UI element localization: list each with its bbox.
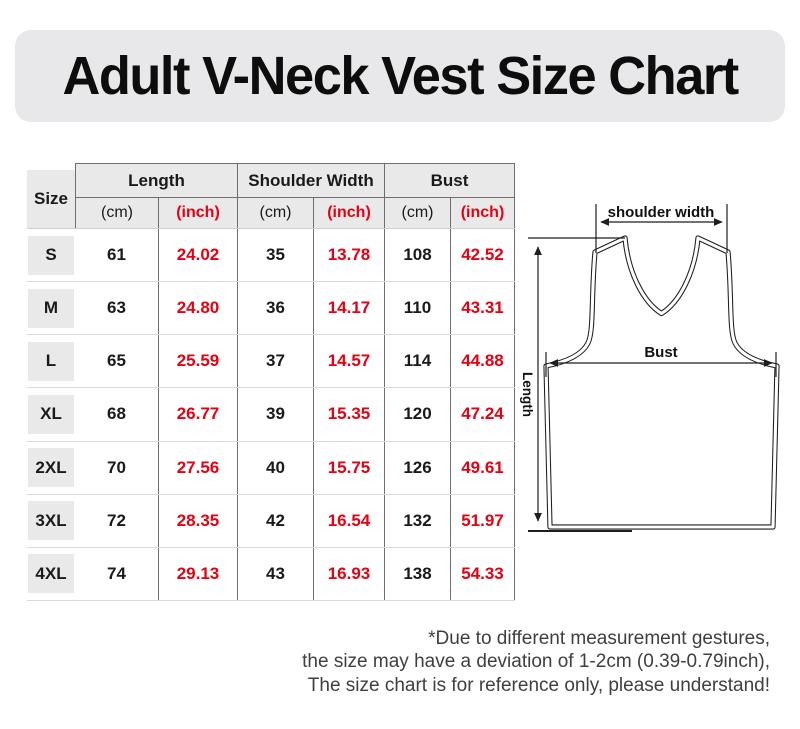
unit-header-cm: (cm) [384, 198, 450, 228]
value-inch-cell: 14.57 [313, 335, 384, 388]
value-cm-cell: 40 [237, 441, 313, 494]
size-corner-cell: Size [27, 170, 75, 228]
size-label: 4XL [28, 554, 74, 594]
bust-measure [545, 352, 777, 377]
value-inch-cell: 49.61 [450, 441, 515, 494]
disclaimer-note: *Due to different measurement gestures, … [170, 627, 770, 697]
size-label-cell: S [27, 229, 75, 281]
unit-header-cm: (cm) [75, 198, 158, 228]
page-title: Adult V-Neck Vest Size Chart [62, 46, 739, 106]
group-header-bust: Bust [384, 164, 515, 197]
value-cm-cell: 43 [237, 547, 313, 600]
value-inch-cell: 54.33 [450, 547, 515, 600]
value-inch-cell: 51.97 [450, 494, 515, 547]
value-inch-cell: 15.35 [313, 388, 384, 441]
value-inch-cell: 28.35 [158, 494, 237, 547]
size-label: 2XL [28, 448, 74, 488]
value-inch-cell: 24.80 [158, 282, 237, 335]
group-header-row: Length Shoulder Width Bust [75, 163, 515, 198]
value-cm-cell: 65 [107, 351, 126, 371]
length-measure [528, 237, 632, 532]
value-cm-cell: 74 [107, 563, 126, 583]
table-row: L 65 25.59 37 14.57 114 44.88 [27, 335, 515, 389]
value-cm-cell: 42 [237, 494, 313, 547]
value-inch-cell: 16.93 [313, 547, 384, 600]
size-label: 3XL [28, 501, 74, 541]
value-cm-cell: 37 [237, 335, 313, 388]
group-header-shoulder-width: Shoulder Width [237, 164, 384, 197]
value-cm-cell: 68 [107, 404, 126, 424]
unit-header-cm: (cm) [237, 198, 313, 228]
value-cm-cell: 110 [384, 282, 450, 335]
size-label: S [28, 235, 74, 275]
shoulder-width-label: shoulder width [608, 204, 715, 221]
table-row: M 63 24.80 36 14.17 110 43.31 [27, 282, 515, 336]
disclaimer-line: The size chart is for reference only, pl… [307, 674, 770, 696]
value-cm-cell: 61 [107, 245, 126, 265]
value-cm-cell: 108 [384, 229, 450, 282]
value-inch-cell: 26.77 [158, 388, 237, 441]
disclaimer-line: *Due to different measurement gestures, [428, 628, 770, 649]
value-inch-cell: 25.59 [158, 335, 237, 388]
unit-header-inch: (inch) [450, 198, 515, 228]
bust-label: Bust [644, 344, 677, 361]
unit-header-inch: (inch) [313, 198, 384, 228]
shoulder-width-measure [595, 204, 728, 253]
value-inch-cell: 43.31 [450, 282, 515, 335]
value-cm-cell: 114 [384, 335, 450, 388]
size-label-cell: 2XL [27, 442, 75, 494]
value-cm-cell: 132 [384, 494, 450, 547]
group-header-length: Length [75, 164, 237, 197]
size-table-body: S 61 24.02 35 13.78 108 42.52 M 63 24.80 36 14.17 11… [27, 228, 515, 601]
value-inch-cell: 27.56 [158, 441, 237, 494]
size-label-cell: XL [27, 388, 75, 440]
value-cm-cell: 35 [237, 229, 313, 282]
value-inch-cell: 24.02 [158, 229, 237, 282]
size-label-cell: 4XL [27, 548, 75, 600]
value-inch-cell: 44.88 [450, 335, 515, 388]
size-label: M [28, 288, 74, 328]
table-row: XL 68 26.77 39 15.35 120 47.24 [27, 388, 515, 442]
value-inch-cell: 14.17 [313, 282, 384, 335]
table-row: S 61 24.02 35 13.78 108 42.52 [27, 229, 515, 283]
value-cm-cell: 138 [384, 547, 450, 600]
length-label: Length [520, 372, 535, 417]
value-inch-cell: 16.54 [313, 494, 384, 547]
table-row: 3XL 72 28.35 42 16.54 132 51.97 [27, 494, 515, 548]
vest-outline [543, 235, 780, 530]
value-cm-cell: 39 [237, 388, 313, 441]
value-cm-cell: 70 [107, 457, 126, 477]
value-inch-cell: 42.52 [450, 229, 515, 282]
value-cm-cell: 36 [237, 282, 313, 335]
value-cm-cell: 72 [107, 510, 126, 530]
value-inch-cell: 29.13 [158, 547, 237, 600]
title-banner: Adult V-Neck Vest Size Chart [15, 30, 785, 122]
table-row: 2XL 70 27.56 40 15.75 126 49.61 [27, 441, 515, 495]
value-cm-cell: 63 [107, 298, 126, 318]
size-label: XL [28, 394, 74, 434]
vest-measurement-diagram: shoulder width Bust Length [520, 204, 780, 532]
table-row: 4XL 74 29.13 43 16.93 138 54.33 [27, 547, 515, 601]
size-table-header: Size Length Shoulder Width Bust (cm) (in… [27, 163, 515, 228]
value-cm-cell: 126 [384, 441, 450, 494]
size-label-cell: 3XL [27, 495, 75, 547]
unit-header-inch: (inch) [158, 198, 237, 228]
value-inch-cell: 13.78 [313, 229, 384, 282]
size-label: L [28, 341, 74, 381]
size-label-cell: M [27, 282, 75, 334]
size-label-cell: L [27, 335, 75, 387]
disclaimer-line: the size may have a deviation of 1-2cm (… [302, 651, 770, 673]
value-cm-cell: 120 [384, 388, 450, 441]
value-inch-cell: 15.75 [313, 441, 384, 494]
unit-header-row: (cm) (inch) (cm) (inch) (cm) (inch) [75, 198, 515, 228]
value-inch-cell: 47.24 [450, 388, 515, 441]
